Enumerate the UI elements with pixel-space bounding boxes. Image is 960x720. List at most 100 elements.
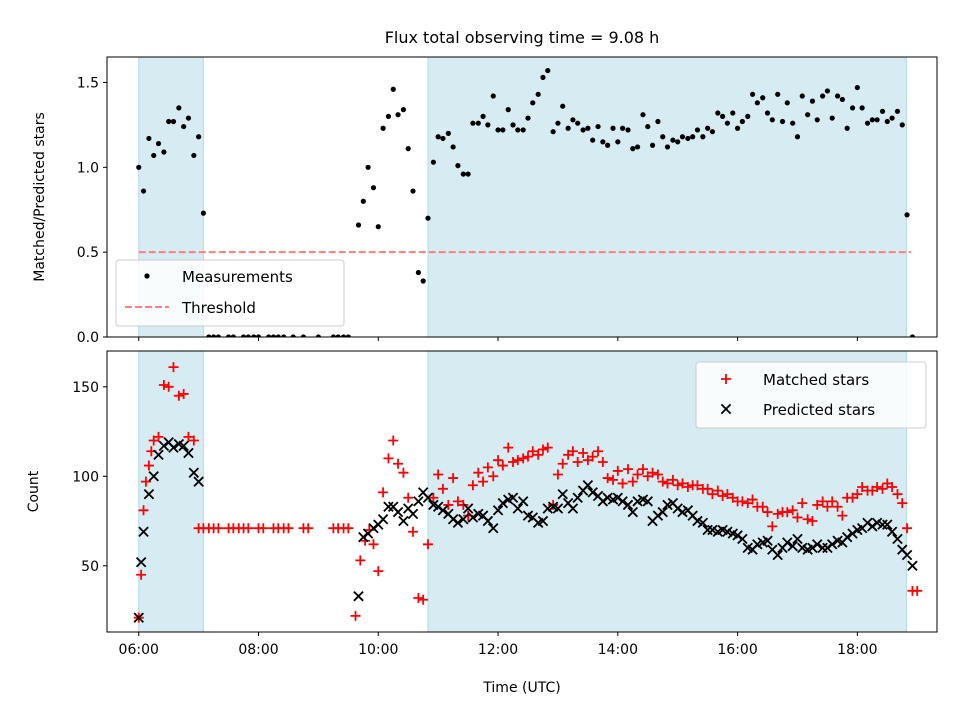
measurement-point bbox=[775, 91, 781, 97]
measurement-point bbox=[675, 139, 681, 145]
x-tick-label: 06:00 bbox=[119, 642, 159, 658]
measurement-point bbox=[869, 117, 875, 123]
matched-stars-point bbox=[428, 492, 439, 503]
measurement-point bbox=[485, 122, 491, 128]
axes-frame bbox=[106, 56, 938, 338]
measurement-point bbox=[649, 142, 656, 148]
legend-box bbox=[695, 361, 927, 429]
measurement-point bbox=[530, 100, 536, 106]
matched-stars-point bbox=[737, 496, 748, 507]
y-tick-label: 0.5 bbox=[77, 245, 99, 261]
legend-matched-marker bbox=[721, 374, 731, 384]
matched-stars-point bbox=[612, 465, 623, 476]
matched-stars-point bbox=[762, 507, 773, 518]
measurement-point bbox=[191, 152, 197, 159]
measurement-point bbox=[505, 107, 511, 113]
measurement-point bbox=[764, 110, 771, 116]
measurement-point bbox=[166, 118, 172, 125]
measurement-point bbox=[330, 334, 336, 337]
y-tick-label: 100 bbox=[72, 469, 99, 485]
legend-label: Measurements bbox=[182, 268, 293, 286]
measurement-point bbox=[480, 113, 486, 119]
matched-stars-point bbox=[602, 473, 613, 484]
predicted-stars-point bbox=[193, 476, 204, 487]
y-tick-label: 1.5 bbox=[77, 75, 99, 91]
predicted-stars-point bbox=[488, 522, 499, 534]
matched-stars-point bbox=[473, 467, 484, 478]
matched-stars-point bbox=[478, 476, 489, 487]
predicted-stars-point bbox=[462, 503, 474, 514]
measurement-point bbox=[694, 127, 701, 133]
measurement-point bbox=[595, 123, 601, 130]
matched-stars-point bbox=[488, 471, 499, 482]
matched-stars-point bbox=[527, 446, 538, 457]
matched-stars-point bbox=[136, 569, 147, 580]
matched-stars-point bbox=[393, 458, 404, 469]
y-tick-label: 50 bbox=[81, 559, 99, 575]
measurement-point bbox=[215, 334, 221, 337]
measurement-point bbox=[470, 120, 476, 126]
matched-stars-point bbox=[143, 460, 154, 471]
predicted-stars-point bbox=[627, 506, 639, 518]
matched-stars-point bbox=[632, 469, 643, 480]
matched-stars-point bbox=[373, 566, 384, 577]
measurement-point bbox=[140, 188, 147, 194]
predicted-stars-point bbox=[582, 479, 594, 491]
matched-stars-point bbox=[503, 442, 514, 453]
predicted-stars-point bbox=[497, 497, 509, 509]
legend-predicted-marker bbox=[720, 403, 732, 415]
predicted-stars-point bbox=[657, 506, 668, 518]
matched-stars-point bbox=[767, 521, 778, 532]
predicted-stars-point bbox=[892, 533, 903, 545]
predicted-stars-point bbox=[622, 499, 634, 511]
measurement-point bbox=[275, 334, 281, 337]
y-tick-label: 1.0 bbox=[77, 160, 99, 176]
matched-stars-point bbox=[140, 476, 151, 487]
matched-stars-point bbox=[497, 460, 508, 471]
predicted-stars-point bbox=[392, 506, 404, 518]
measurement-point bbox=[889, 115, 895, 121]
ratio-panel: 0.0 0.5 1.0 1.5 Matched/Predicted stars Measu… bbox=[32, 56, 938, 346]
matched-stars-point bbox=[413, 592, 424, 603]
matched-stars-point bbox=[702, 483, 713, 494]
measurement-point bbox=[390, 86, 396, 92]
matched-stars-point bbox=[692, 480, 703, 491]
matched-stars-point bbox=[747, 494, 758, 505]
matched-stars-point bbox=[787, 505, 798, 516]
measurement-point bbox=[640, 112, 646, 118]
x-tick-label: 16:00 bbox=[717, 642, 757, 658]
matched-stars-point bbox=[258, 523, 269, 534]
predicted-stars-point bbox=[507, 492, 519, 504]
measurement-point bbox=[600, 139, 606, 145]
predicted-stars-point bbox=[437, 505, 449, 516]
predicted-stars-point bbox=[787, 540, 798, 552]
predicted-stars-point bbox=[188, 467, 200, 478]
measurement-point bbox=[355, 222, 362, 228]
plot-area bbox=[136, 67, 916, 337]
measurement-point bbox=[415, 269, 421, 276]
matched-stars-point bbox=[388, 435, 399, 446]
predicted-stars-point bbox=[811, 539, 823, 550]
matched-stars-point bbox=[872, 482, 883, 493]
matched-stars-point bbox=[533, 449, 544, 460]
matched-stars-point bbox=[283, 523, 294, 534]
measurement-point bbox=[400, 107, 407, 113]
measurement-point bbox=[805, 112, 811, 118]
predicted-stars-point bbox=[135, 556, 147, 568]
matched-stars-point bbox=[657, 476, 668, 487]
measurement-point bbox=[425, 215, 431, 221]
matched-stars-point bbox=[350, 610, 361, 621]
measurement-point bbox=[375, 224, 381, 230]
predicted-stars-point bbox=[737, 533, 748, 545]
predicted-stars-point bbox=[398, 515, 409, 527]
matched-stars-point bbox=[343, 523, 354, 534]
predicted-stars-point bbox=[178, 440, 189, 452]
measurement-point bbox=[809, 98, 816, 104]
predicted-stars-point bbox=[587, 487, 598, 498]
matched-stars-point bbox=[213, 523, 224, 534]
measurement-point bbox=[734, 125, 741, 131]
matched-stars-point bbox=[887, 482, 898, 493]
predicted-stars-point bbox=[841, 531, 853, 543]
predicted-stars-point bbox=[383, 501, 394, 512]
predicted-stars-point bbox=[452, 517, 464, 529]
